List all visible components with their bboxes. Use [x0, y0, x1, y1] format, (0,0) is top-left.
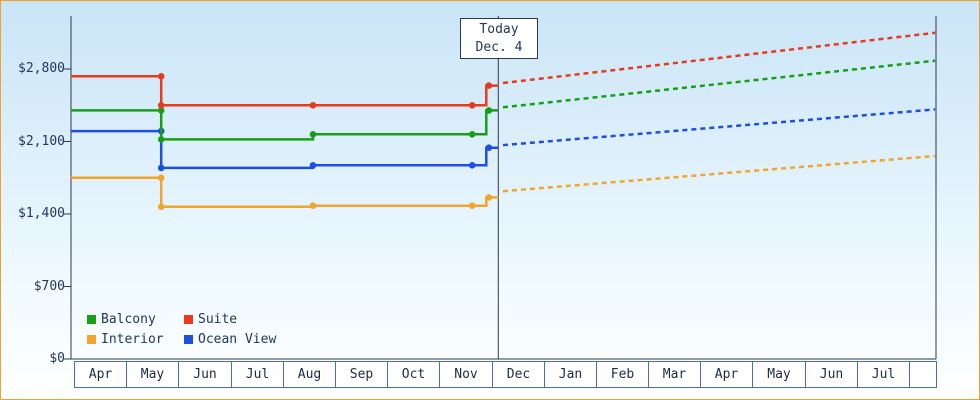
- month-cell-10: Feb: [596, 361, 649, 388]
- legend-item-ocean-view: Ocean View: [184, 331, 277, 347]
- series-interior-history-line: [70, 176, 499, 209]
- series-balcony-marker: [309, 131, 317, 138]
- y-axis-label: $1,400: [18, 206, 65, 221]
- series-balcony-marker: [157, 136, 165, 143]
- legend-label: Ocean View: [198, 331, 277, 347]
- month-cell-trailing: [909, 361, 937, 388]
- interior-swatch-icon: [87, 334, 96, 344]
- series-ocean-view-marker: [309, 162, 317, 169]
- today-label: Today: [479, 21, 519, 37]
- series-suite-marker: [157, 73, 165, 80]
- series-suite-history-line: [70, 75, 499, 107]
- month-cell-8: Dec: [492, 361, 545, 388]
- series-ocean-view-history-line: [70, 129, 499, 170]
- y-axis-label: $0: [49, 351, 65, 366]
- series-interior-marker: [468, 202, 476, 209]
- series-interior-marker: [485, 194, 493, 201]
- month-cell-12: Apr: [700, 361, 753, 388]
- month-cell-4: Aug: [283, 361, 336, 388]
- series-ocean-view-marker: [485, 144, 493, 151]
- y-axis-label: $700: [33, 278, 65, 294]
- month-cell-0: Apr: [74, 361, 127, 388]
- month-cell-2: Jun: [178, 361, 232, 388]
- y-axis-label: $2,100: [18, 133, 65, 149]
- series-suite-marker: [309, 102, 317, 109]
- legend-item-balcony: Balcony: [87, 311, 184, 327]
- chart-legend: Balcony Suite Interior Ocean View: [87, 311, 277, 347]
- month-cell-13: May: [752, 361, 806, 388]
- series-balcony-marker: [468, 131, 476, 138]
- legend-item-interior: Interior: [87, 331, 184, 347]
- month-cell-14: Jun: [805, 361, 858, 388]
- y-axis-label: $2,800: [18, 61, 65, 76]
- month-cell-15: Jul: [857, 361, 910, 388]
- series-balcony-marker: [157, 107, 165, 114]
- legend-label: Interior: [101, 331, 164, 347]
- series-suite-marker: [485, 82, 493, 89]
- month-cell-11: Mar: [648, 361, 701, 388]
- month-cell-5: Sep: [335, 361, 388, 388]
- month-cell-9: Jan: [544, 361, 597, 388]
- series-balcony-forecast-line: [502, 59, 936, 109]
- series-suite-marker: [468, 102, 476, 109]
- suite-swatch-icon: [184, 314, 193, 324]
- month-cell-6: Oct: [387, 361, 440, 388]
- series-ocean-view-forecast-line: [502, 108, 936, 147]
- series-interior-marker: [309, 202, 317, 209]
- series-suite-forecast-line: [502, 31, 936, 85]
- balcony-swatch-icon: [87, 314, 96, 324]
- today-annotation: Today Dec. 4: [460, 18, 538, 59]
- legend-label: Balcony: [101, 311, 156, 327]
- legend-label: Suite: [198, 311, 238, 327]
- series-ocean-view-marker: [468, 162, 476, 169]
- series-interior-forecast-line: [502, 154, 936, 193]
- today-date: Dec. 4: [475, 39, 523, 55]
- series-balcony-history-line: [70, 109, 499, 141]
- legend-item-suite: Suite: [184, 311, 276, 327]
- month-cell-3: Jul: [231, 361, 284, 388]
- series-balcony-marker: [485, 107, 493, 114]
- series-ocean-view-marker: [157, 164, 165, 172]
- month-cell-7: Nov: [439, 361, 493, 388]
- series-suite-marker: [157, 102, 165, 109]
- series-interior-marker: [157, 174, 165, 182]
- month-cell-1: May: [126, 361, 179, 388]
- ocean-view-swatch-icon: [184, 334, 193, 344]
- axis-lines: [70, 16, 937, 360]
- series-interior-marker: [157, 203, 165, 211]
